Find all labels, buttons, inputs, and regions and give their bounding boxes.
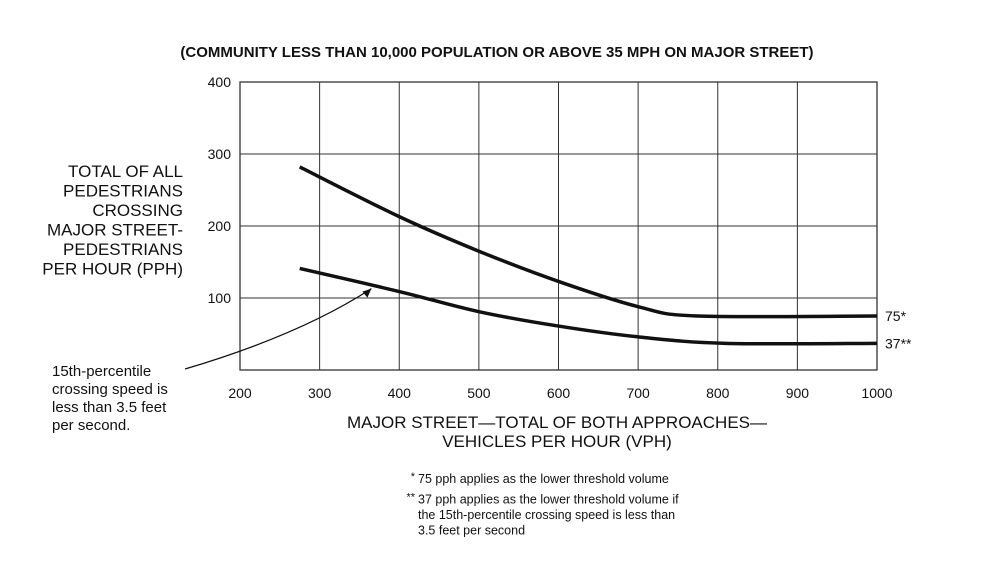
annotation-arrow bbox=[184, 288, 372, 370]
x-tick-label: 800 bbox=[706, 385, 730, 401]
series-line-1 bbox=[298, 165, 878, 319]
footnote-line: the 15th-percentile crossing speed is le… bbox=[418, 508, 675, 522]
annotation-line: less than 3.5 feet bbox=[52, 399, 167, 416]
x-tick-label: 500 bbox=[467, 385, 491, 401]
x-label-line: MAJOR STREET—TOTAL OF BOTH APPROACHES— bbox=[347, 413, 767, 432]
footnotes: * 75 pph applies as the lower threshold v… bbox=[406, 471, 679, 538]
y-tick-label: 300 bbox=[208, 146, 232, 162]
x-tick-label: 1000 bbox=[861, 385, 892, 401]
footnote-line: 3.5 feet per second bbox=[418, 524, 525, 538]
x-tick-label: 900 bbox=[786, 385, 810, 401]
annotation-line: per second. bbox=[52, 417, 130, 434]
x-tick-label: 300 bbox=[308, 385, 332, 401]
grid bbox=[239, 81, 878, 371]
y-tick-label: 100 bbox=[208, 290, 232, 306]
series-label: 75* bbox=[885, 308, 907, 324]
series-line-2 bbox=[299, 266, 878, 346]
annotation-line: crossing speed is bbox=[52, 381, 168, 398]
footnote-line: 75 pph applies as the lower threshold vo… bbox=[418, 472, 669, 486]
y-tick-label: 200 bbox=[208, 218, 232, 234]
y-label-line: PEDESTRIANS bbox=[63, 240, 183, 259]
x-label-line: VEHICLES PER HOUR (VPH) bbox=[442, 432, 672, 451]
footnote-line: 37 pph applies as the lower threshold vo… bbox=[418, 493, 679, 507]
tick-labels: 200 300 400 500 600 700 800 900 1000 100 200 300 400 bbox=[208, 74, 893, 401]
y-label-line: MAJOR STREET- bbox=[47, 221, 183, 240]
x-axis-label: MAJOR STREET—TOTAL OF BOTH APPROACHES—VE… bbox=[347, 413, 767, 451]
x-tick-label: 400 bbox=[388, 385, 412, 401]
series-label: 37** bbox=[885, 335, 912, 351]
chart-title: (COMMUNITY LESS THAN 10,000 POPULATION O… bbox=[180, 44, 813, 61]
arrowhead-icon bbox=[362, 288, 372, 298]
x-tick-label: 200 bbox=[228, 385, 252, 401]
annotation-line: 15th-percentile bbox=[52, 363, 151, 380]
y-label-line: PEDESTRIANS bbox=[63, 182, 183, 201]
y-label-line: CROSSING bbox=[92, 201, 183, 220]
y-label-line: TOTAL OF ALL bbox=[68, 162, 183, 181]
series-group: 75* 37** bbox=[298, 165, 912, 351]
footnote-mark: ** bbox=[406, 492, 415, 504]
x-tick-label: 700 bbox=[626, 385, 650, 401]
y-label-line: PER HOUR (PPH) bbox=[42, 260, 183, 279]
y-tick-label: 400 bbox=[208, 74, 232, 90]
footnote-mark: * bbox=[411, 471, 416, 483]
x-tick-label: 600 bbox=[547, 385, 571, 401]
